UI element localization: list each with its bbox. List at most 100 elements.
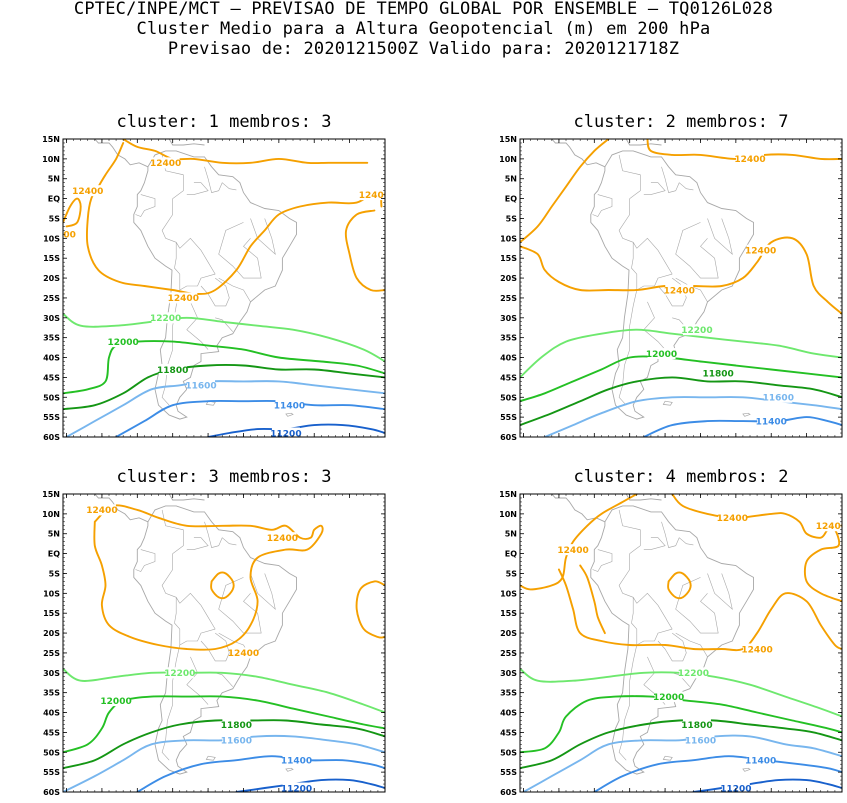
geopotential-map: 12400 12400 12400 400 12400 12200 12000 11800 11… xyxy=(42,135,390,440)
contour-label-bg xyxy=(654,691,683,703)
lon-tick-label: 30W xyxy=(304,794,324,795)
lon-tick-label: 40W xyxy=(269,794,289,795)
lat-tick-label: 55S xyxy=(500,413,517,422)
contour-11200 xyxy=(235,778,385,792)
lat-tick-label: 25S xyxy=(500,649,517,658)
lat-tick-label: 15N xyxy=(499,490,517,499)
contour-label-bg xyxy=(682,324,711,336)
contour-12400 xyxy=(671,494,842,603)
contour-11200 xyxy=(207,423,385,437)
contour-label: 11800 xyxy=(157,366,188,376)
coastline-central-america xyxy=(551,139,606,168)
lat-tick-label: 60S xyxy=(500,433,517,440)
contour-label: 12400 xyxy=(150,159,181,169)
contour-11800 xyxy=(63,719,385,770)
contour-12400 xyxy=(667,571,692,600)
contour-12000 xyxy=(63,695,385,754)
lat-tick-label: EQ xyxy=(505,550,517,559)
panel-title: cluster: 2 membros: 7 xyxy=(573,112,789,132)
country-border xyxy=(643,301,666,350)
island-outline xyxy=(205,755,216,761)
contour-11600 xyxy=(543,396,842,437)
coastline-central-america xyxy=(94,139,149,168)
contour-11400 xyxy=(642,416,842,437)
contour-label: 12400 xyxy=(717,514,748,524)
contour-12400 xyxy=(63,197,82,228)
lat-tick-label: 35S xyxy=(43,334,60,343)
contour-12200 xyxy=(520,328,842,379)
panel-title: cluster: 1 membros: 3 xyxy=(116,112,332,132)
contour-label-bg xyxy=(158,363,187,375)
contour-label: 11800 xyxy=(681,721,712,731)
lon-tick-label: 80W xyxy=(584,794,604,795)
country-border xyxy=(218,277,251,303)
contour-label: 400 xyxy=(57,231,76,241)
island-outline xyxy=(662,755,673,761)
country-border xyxy=(636,592,673,630)
lon-tick-label: 20W xyxy=(797,794,817,795)
contour-12400 xyxy=(210,571,235,600)
contour-label-bg xyxy=(817,520,842,532)
country-border xyxy=(186,537,209,550)
contour-label-bg xyxy=(718,512,747,524)
lon-tick-label: 70W xyxy=(620,439,640,440)
coastline-caribbean xyxy=(168,139,205,146)
lon-tick-label: 60W xyxy=(198,439,218,440)
contour-label-bg xyxy=(222,734,251,746)
lat-tick-label: 5N xyxy=(505,530,517,539)
contour-label-bg xyxy=(165,667,194,679)
contour-12400 xyxy=(93,504,324,651)
contour-label: 12000 xyxy=(107,338,138,348)
contour-12400 xyxy=(646,139,842,161)
lat-tick-label: 10N xyxy=(499,155,517,164)
lat-tick-label: 40S xyxy=(500,709,517,718)
country-border xyxy=(618,569,638,604)
contour-label: 11600 xyxy=(763,394,794,404)
lon-tick-label: 50W xyxy=(690,439,710,440)
contour-12200 xyxy=(63,312,385,363)
contour-label: 12400 xyxy=(267,534,298,544)
contour-label: 12400 xyxy=(359,191,390,201)
lat-tick-label: 10S xyxy=(43,234,60,243)
lat-tick-label: 10S xyxy=(500,234,517,243)
country-border xyxy=(161,644,181,761)
contour-label: 11400 xyxy=(281,757,312,767)
lat-tick-label: 20S xyxy=(43,629,60,638)
lon-tick-label: 90W xyxy=(92,794,112,795)
map-frame xyxy=(519,138,843,438)
contour-label-bg xyxy=(271,427,300,437)
country-border xyxy=(657,632,687,662)
geopotential-map: 12400 12400 12400 12200 12000 11800 11600 11400… xyxy=(42,490,386,795)
lon-tick-label: 40W xyxy=(726,794,746,795)
contour-label-bg xyxy=(109,336,138,348)
contour-label-bg xyxy=(682,718,711,730)
country-border xyxy=(618,509,641,570)
country-border xyxy=(179,592,216,630)
lat-tick-label: 5S xyxy=(49,569,61,578)
lon-tick-label: 60W xyxy=(655,794,675,795)
country-border xyxy=(661,521,694,548)
country-border xyxy=(592,194,613,217)
lon-tick-label: 50W xyxy=(233,794,253,795)
lat-tick-label: 60S xyxy=(43,788,60,795)
country-border xyxy=(675,222,719,279)
map-frame xyxy=(62,138,386,438)
lat-tick-label: 15S xyxy=(43,609,60,618)
contour-label-bg xyxy=(229,647,258,659)
contour-label: 12400 xyxy=(557,546,588,556)
island-outline xyxy=(285,767,294,772)
contour-label-bg xyxy=(151,312,180,324)
lat-tick-label: 5S xyxy=(506,214,518,223)
lon-tick-label: 30W xyxy=(761,439,781,440)
island-outline xyxy=(742,412,751,417)
contour-11400 xyxy=(115,399,385,437)
contour-label: 11800 xyxy=(221,721,252,731)
contour-12400 xyxy=(344,209,385,292)
lat-tick-label: 45S xyxy=(43,728,60,737)
coastline-caribbean xyxy=(625,139,662,146)
coastline-south-america xyxy=(590,505,754,775)
lat-tick-label: 15N xyxy=(42,490,60,499)
lat-tick-label: 10N xyxy=(499,510,517,519)
lat-tick-label: 15S xyxy=(43,254,60,263)
coastline-caribbean xyxy=(168,494,205,501)
